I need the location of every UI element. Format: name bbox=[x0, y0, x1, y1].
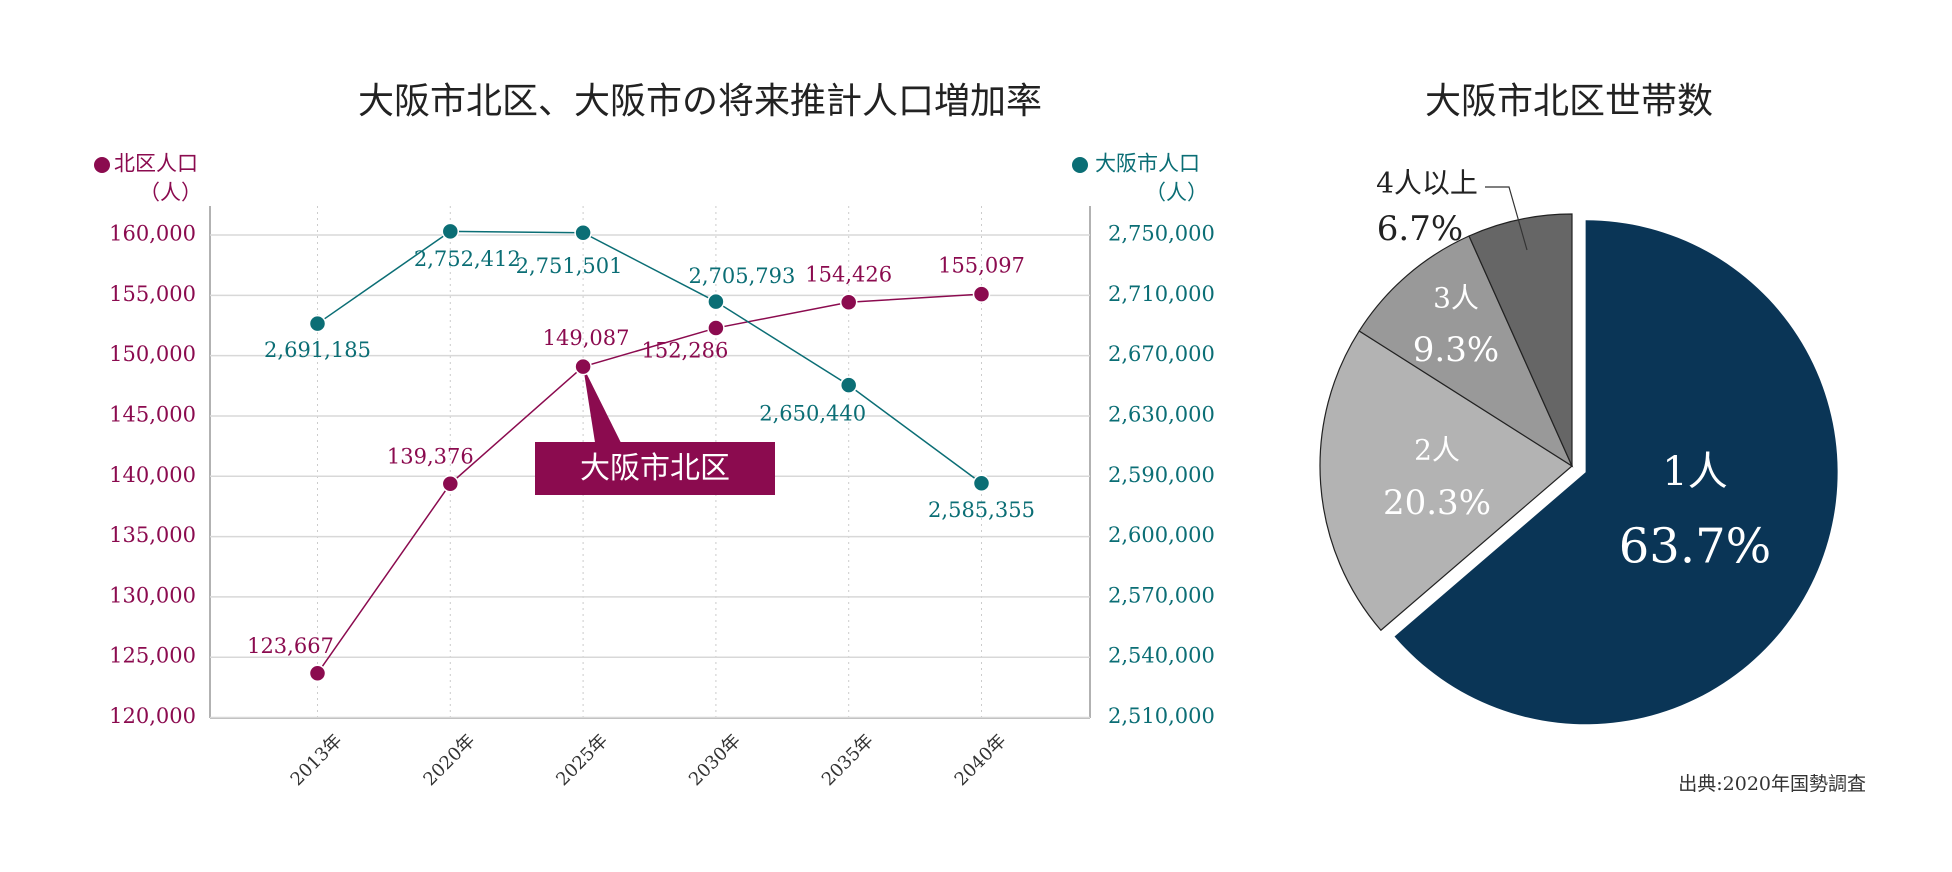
y2-tick-label: 2,600,000 bbox=[1108, 523, 1215, 547]
callout-box bbox=[535, 442, 775, 495]
y2-tick-label: 2,510,000 bbox=[1108, 704, 1215, 728]
pie-slice bbox=[1468, 213, 1573, 467]
x-tick-label: 2040年 bbox=[951, 730, 1011, 790]
y2-tick-label: 2,710,000 bbox=[1108, 282, 1215, 306]
pie-category-label: 3人 bbox=[1433, 282, 1479, 315]
legend-marker bbox=[1072, 157, 1088, 173]
series-line bbox=[316, 293, 982, 674]
pie-category-label: 1人 bbox=[1662, 449, 1727, 495]
y-tick-label: 120,000 bbox=[109, 704, 196, 728]
y-tick-label: 155,000 bbox=[109, 282, 196, 306]
y-tick-label: 125,000 bbox=[109, 644, 196, 668]
y2-tick-label: 2,750,000 bbox=[1108, 222, 1215, 246]
data-point bbox=[707, 319, 725, 337]
pie-value-label: 63.7% bbox=[1619, 519, 1771, 575]
y-axis-label: （人） bbox=[139, 181, 202, 205]
data-point bbox=[574, 357, 592, 376]
y-tick-label: 135,000 bbox=[109, 523, 196, 547]
y2-tick-label: 2,630,000 bbox=[1108, 402, 1215, 426]
data-label: 149,087 bbox=[543, 326, 630, 350]
data-label: 2,650,440 bbox=[759, 402, 866, 426]
data-point bbox=[839, 376, 858, 394]
y-tick-label: 140,000 bbox=[109, 463, 196, 487]
data-label: 2,585,355 bbox=[928, 498, 1035, 522]
data-point bbox=[972, 285, 991, 303]
leader-line bbox=[1485, 186, 1528, 251]
data-label: 155,097 bbox=[938, 254, 1025, 278]
data-label: 2,705,793 bbox=[688, 264, 795, 288]
annotation: 大阪市北区 bbox=[580, 451, 730, 486]
data-point bbox=[972, 474, 991, 493]
data-point bbox=[441, 222, 460, 241]
data-label: 139,376 bbox=[387, 444, 474, 468]
data-point bbox=[441, 475, 460, 493]
pie-title: 大阪市北区世帯数 bbox=[1425, 81, 1713, 122]
legend-label: 北区人口 bbox=[114, 152, 198, 176]
source-note: 出典:2020年国勢調査 bbox=[1678, 773, 1866, 795]
x-tick-label: 2025年 bbox=[552, 730, 612, 790]
pie-slice bbox=[1358, 235, 1574, 468]
pie-category-label: 2人 bbox=[1414, 434, 1460, 467]
y2-axis-label: （人） bbox=[1145, 181, 1208, 205]
x-tick-label: 2013年 bbox=[287, 730, 347, 790]
data-point bbox=[839, 293, 858, 311]
legend-label: 大阪市人口 bbox=[1095, 152, 1200, 176]
pie-category-label: 4人以上 bbox=[1376, 167, 1478, 200]
x-tick-label: 2030年 bbox=[685, 730, 745, 790]
y-tick-label: 130,000 bbox=[109, 583, 196, 607]
data-label: 2,751,501 bbox=[516, 254, 623, 278]
data-label: 152,286 bbox=[641, 339, 728, 363]
legend-marker bbox=[94, 157, 110, 173]
pie-value-label: 6.7% bbox=[1377, 209, 1463, 249]
y2-tick-label: 2,540,000 bbox=[1108, 644, 1215, 668]
data-label: 2,691,185 bbox=[264, 338, 371, 362]
y-tick-label: 160,000 bbox=[109, 222, 196, 246]
y-tick-label: 150,000 bbox=[109, 342, 196, 366]
pie-slice bbox=[1394, 220, 1838, 725]
callout-pointer bbox=[583, 366, 622, 443]
x-tick-label: 2020年 bbox=[419, 730, 479, 790]
pie-slice bbox=[1319, 330, 1574, 632]
y-tick-label: 145,000 bbox=[109, 402, 196, 426]
data-point bbox=[308, 314, 327, 333]
data-label: 123,667 bbox=[247, 634, 334, 658]
data-label: 154,426 bbox=[805, 263, 892, 287]
pie-value-label: 20.3% bbox=[1383, 483, 1491, 523]
pie-value-label: 9.3% bbox=[1413, 330, 1499, 370]
y2-tick-label: 2,590,000 bbox=[1108, 463, 1215, 487]
y2-tick-label: 2,670,000 bbox=[1108, 342, 1215, 366]
data-point bbox=[308, 664, 327, 683]
y2-tick-label: 2,570,000 bbox=[1108, 583, 1215, 607]
x-tick-label: 2035年 bbox=[818, 730, 878, 790]
data-label: 2,752,412 bbox=[414, 247, 521, 271]
data-point bbox=[574, 223, 592, 242]
data-point bbox=[707, 292, 725, 311]
series-line bbox=[317, 230, 982, 484]
chart-title: 大阪市北区、大阪市の将来推計人口増加率 bbox=[358, 81, 1042, 122]
